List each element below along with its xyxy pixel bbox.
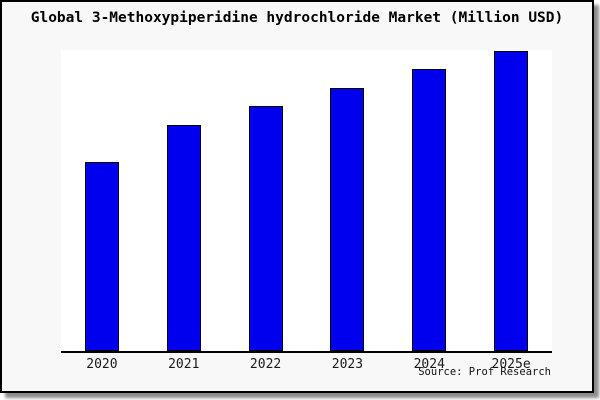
chart-title: Global 3-Methoxypiperidine hydrochloride…: [30, 10, 564, 26]
bar-2024: [412, 69, 447, 351]
x-tick-label-2021: 2021: [168, 357, 200, 372]
plot-area: [61, 50, 552, 353]
x-tick-label-2020: 2020: [86, 357, 118, 372]
x-tick-label-2022: 2022: [249, 357, 282, 372]
bar-2023: [330, 88, 365, 351]
bar-2021: [166, 125, 201, 351]
bar-2022: [248, 106, 283, 351]
x-tick-label-2025e: 2025e: [491, 357, 531, 372]
bar-2020: [84, 162, 119, 351]
chart-frame: Global 3-Methoxypiperidine hydrochloride…: [0, 0, 594, 393]
x-tick-label-2024: 2024: [413, 357, 445, 372]
bar-2025e: [494, 51, 529, 351]
x-tick-label-2023: 2023: [331, 357, 364, 372]
source-credit: Source: Prof Research: [418, 366, 551, 378]
